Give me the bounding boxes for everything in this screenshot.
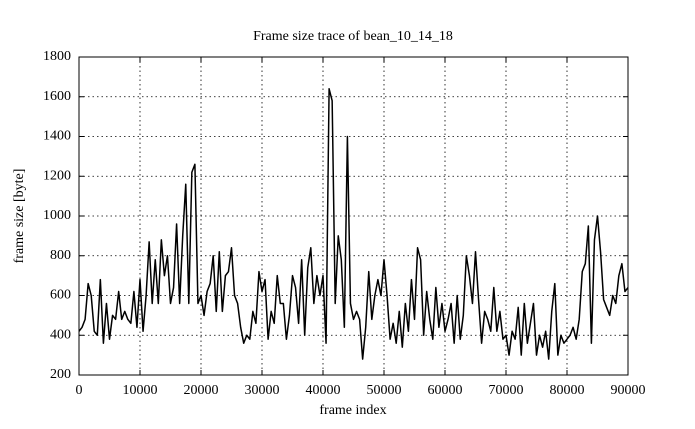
x-tick-label: 70000 <box>489 383 524 398</box>
x-tick-label: 60000 <box>428 383 463 398</box>
x-tick-label: 10000 <box>123 383 158 398</box>
x-tick-label: 80000 <box>550 383 585 398</box>
x-tick-label: 30000 <box>245 383 280 398</box>
x-tick-label: 90000 <box>611 383 646 398</box>
x-axis-label: frame index <box>319 403 386 418</box>
x-tick-label: 50000 <box>367 383 402 398</box>
y-tick-label: 1000 <box>43 208 71 223</box>
x-tick-label: 20000 <box>184 383 219 398</box>
x-tick-label: 0 <box>76 383 83 398</box>
y-tick-label: 1800 <box>43 49 71 64</box>
y-tick-label: 1200 <box>43 168 71 183</box>
y-tick-label: 800 <box>50 248 71 263</box>
y-tick-label: 1600 <box>43 89 71 104</box>
y-tick-label: 600 <box>50 288 71 303</box>
y-tick-label: 400 <box>50 327 71 342</box>
chart-title: Frame size trace of bean_10_14_18 <box>253 29 453 44</box>
data-line <box>78 88 629 360</box>
x-tick-label: 40000 <box>306 383 341 398</box>
plot-frame <box>78 56 629 376</box>
y-tick-label: 1400 <box>43 129 71 144</box>
y-tick-label: 200 <box>50 367 71 382</box>
y-axis-label: frame size [byte] <box>12 169 27 264</box>
